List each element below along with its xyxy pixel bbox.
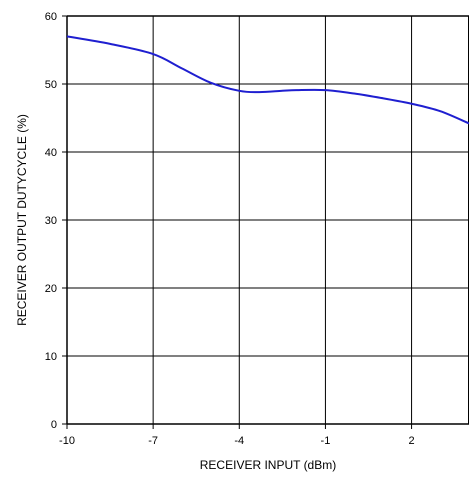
y-tick-label-4: 40 (45, 147, 57, 159)
y-axis-label: RECEIVER OUTPUT DUTYCYCLE (%) (15, 114, 29, 326)
x-tick-label-4: 2 (409, 435, 415, 447)
series-line-0 (66, 35, 469, 125)
x-tick-label-0: -10 (59, 435, 75, 447)
x-axis-label: RECEIVER INPUT (dBm) (200, 458, 336, 472)
y-tick-labels: 0 10 20 30 40 50 60 (45, 11, 67, 431)
x-tick-label-2: -4 (234, 435, 244, 447)
x-tick-label-3: -1 (321, 435, 331, 447)
x-tick-labels: -10 -7 -4 -1 2 (59, 424, 415, 447)
y-tick-label-5: 50 (45, 79, 57, 91)
y-tick-label-0: 0 (51, 419, 57, 431)
x-tick-label-1: -7 (148, 435, 158, 447)
y-tick-label-6: 60 (45, 11, 57, 23)
y-tick-label-1: 10 (45, 351, 57, 363)
y-tick-label-3: 30 (45, 215, 57, 227)
y-tick-label-2: 20 (45, 283, 57, 295)
grid (67, 16, 469, 424)
series-group (66, 35, 469, 125)
